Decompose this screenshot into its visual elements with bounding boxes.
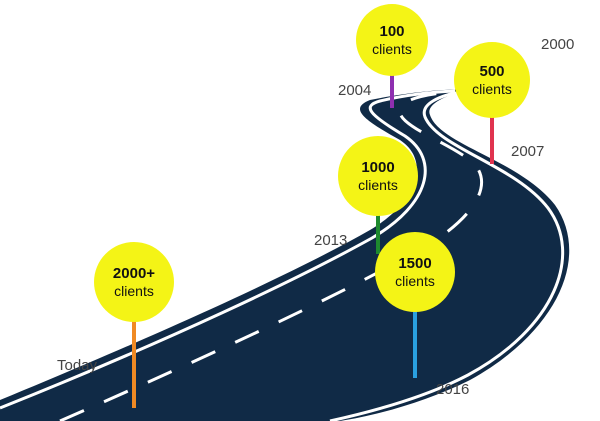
milestone-badge: 2000+ clients: [94, 242, 174, 322]
pin-stem: [490, 106, 494, 164]
milestone-badge: 500 clients: [454, 42, 530, 118]
milestone-pin-2016: 1500 clients: [375, 232, 455, 378]
year-label-2016: 2016: [436, 381, 470, 398]
milestone-pin-2004: 100 clients: [356, 4, 428, 108]
milestone-label: clients: [472, 80, 512, 97]
pin-stem: [132, 312, 136, 408]
road-edge-outer: [329, 90, 564, 421]
year-label-2007: 2007: [511, 143, 545, 160]
milestone-label: clients: [114, 282, 154, 299]
road-surface: [0, 89, 570, 421]
road-center-dashes: [59, 90, 483, 421]
milestone-count: 2000+: [112, 264, 156, 282]
pin-stem: [376, 204, 380, 254]
year-label-2004: 2004: [338, 82, 372, 99]
milestone-count: 1000: [361, 158, 395, 176]
year-label-2013: 2013: [314, 232, 348, 249]
milestone-count: 500: [479, 62, 505, 80]
pin-stem: [413, 300, 417, 378]
milestone-label: clients: [358, 176, 398, 193]
milestone-count: 1500: [398, 254, 432, 272]
milestone-badge: 100 clients: [356, 4, 428, 76]
milestone-pin-2000: 500 clients: [454, 42, 530, 164]
milestone-label: clients: [395, 272, 435, 289]
milestone-count: 100: [379, 22, 405, 40]
milestone-badge: 1500 clients: [375, 232, 455, 312]
road-edge-inner: [0, 89, 456, 410]
year-label-today: Today: [57, 357, 98, 374]
year-label-2000: 2000: [541, 36, 575, 53]
milestone-pin-2013: 1000 clients: [338, 136, 418, 254]
milestone-label: clients: [372, 40, 412, 57]
milestone-badge: 1000 clients: [338, 136, 418, 216]
pin-stem: [390, 64, 394, 108]
milestone-pin-today: 2000+ clients: [94, 242, 174, 408]
